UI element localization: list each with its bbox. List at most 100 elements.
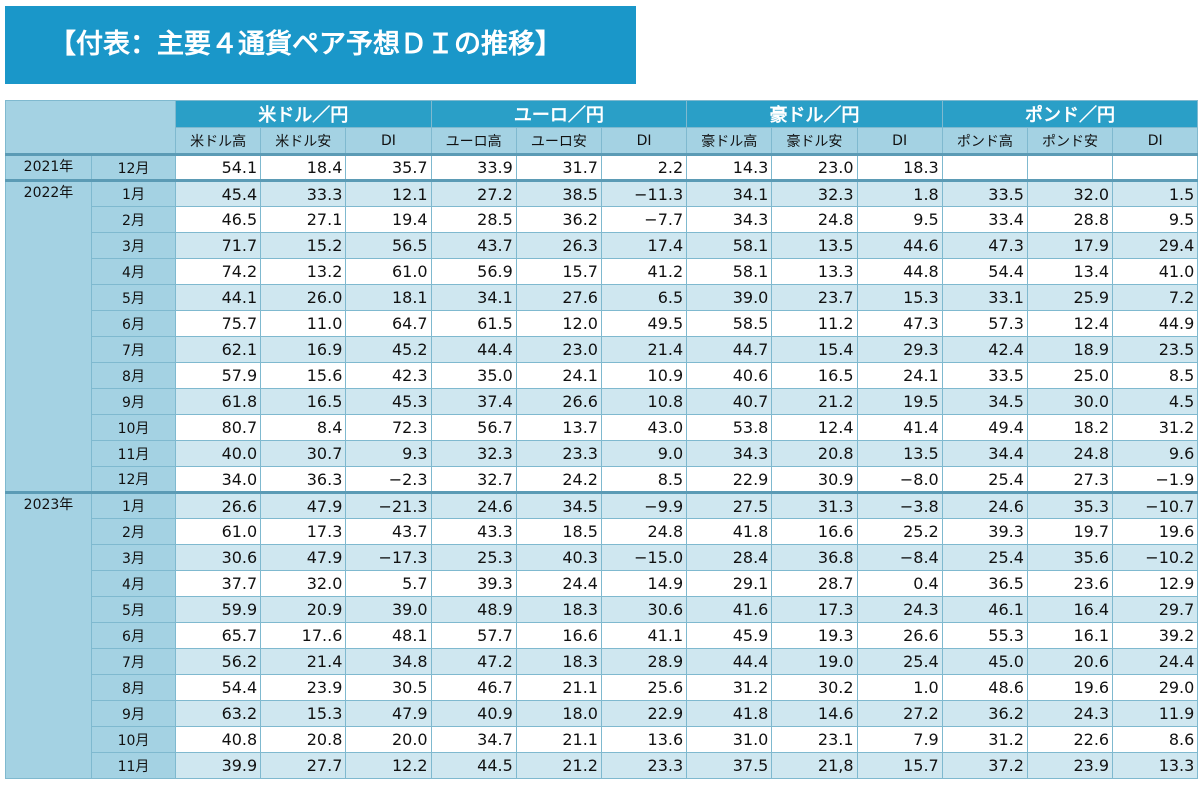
value-cell: 34.1 — [430, 284, 517, 311]
value-cell: 36.5 — [941, 570, 1028, 597]
value-cell: 37.2 — [941, 752, 1028, 779]
value-cell: 59.9 — [174, 596, 262, 623]
value-cell: 61.0 — [345, 258, 432, 285]
value-cell: 35.7 — [345, 153, 432, 181]
value-cell: 34.4 — [941, 440, 1028, 467]
col-header: ユーロ高 — [430, 127, 517, 155]
value-cell: 16.5 — [771, 362, 858, 389]
value-cell: 47.3 — [941, 232, 1028, 259]
table-row: 2021年 12月 54.1 18.4 35.7 33.9 31.7 2.2 14.3 23.0 1… — [5, 153, 1199, 181]
value-cell: 47.3 — [856, 310, 943, 337]
value-cell: 41.2 — [600, 258, 688, 285]
value-cell: 45.9 — [686, 622, 773, 649]
value-cell: 71.7 — [174, 232, 262, 259]
value-cell: 53.8 — [686, 414, 773, 441]
currency-header-row: 米ドル／円 ユーロ／円 豪ドル／円 ポンド／円 — [5, 100, 1199, 155]
value-cell: 63.2 — [174, 700, 262, 727]
value-cell: 13.6 — [600, 726, 688, 753]
value-cell: 9.5 — [856, 206, 943, 233]
value-cell: 40.9 — [430, 700, 517, 727]
value-cell: 57.9 — [174, 362, 262, 389]
value-cell: 30.9 — [771, 466, 858, 493]
value-cell: 46.5 — [174, 206, 262, 233]
value-cell: 23.0 — [515, 336, 602, 363]
value-cell: −7.7 — [600, 206, 688, 233]
sub-header-row: 米ドル高 米ドル安 DI ユーロ高 ユーロ安 DI 豪ドル高 豪ドル安 DI ポ… — [6, 127, 1199, 155]
col-header: DI — [1112, 127, 1199, 155]
value-cell: 7.9 — [856, 726, 943, 753]
col-header: 米ドル高 — [174, 127, 262, 155]
value-cell: 22.6 — [1026, 726, 1114, 753]
col-header: DI — [600, 127, 688, 155]
value-cell: 31.2 — [1112, 414, 1199, 441]
value-cell: 33.9 — [430, 153, 517, 181]
value-cell: 10.8 — [600, 388, 688, 415]
value-cell: 64.7 — [345, 310, 432, 337]
value-cell: 27.2 — [856, 700, 943, 727]
value-cell: 12.4 — [771, 414, 858, 441]
value-cell: 30.6 — [600, 596, 688, 623]
value-cell: 25.6 — [600, 674, 688, 701]
value-cell: 34.8 — [345, 648, 432, 675]
value-cell: 74.2 — [174, 258, 262, 285]
value-cell: 15.6 — [260, 362, 347, 389]
value-cell: 25.4 — [941, 544, 1028, 571]
value-cell: 11.2 — [771, 310, 858, 337]
value-cell: 45.3 — [345, 388, 432, 415]
month-cell: 7月 — [91, 648, 176, 675]
value-cell: 24.2 — [515, 466, 602, 493]
value-cell: 44.1 — [174, 284, 262, 311]
value-cell: 48.1 — [345, 622, 432, 649]
year-cell: 2021年 — [5, 153, 92, 181]
month-cell: 10月 — [91, 414, 176, 441]
value-cell: 13.7 — [515, 414, 602, 441]
table-row: 9月 61.8 16.5 45.3 37.4 26.6 10.8 40.7 21.2 19.5 34… — [6, 388, 1199, 415]
table-row: 2月 61.0 17.3 43.7 43.3 18.5 24.8 41.8 16.6 25.2 39… — [6, 518, 1199, 545]
value-cell: 44.4 — [430, 336, 517, 363]
value-cell: 20.6 — [1026, 648, 1114, 675]
value-cell: 16.9 — [260, 336, 347, 363]
value-cell: 61.8 — [174, 388, 262, 415]
value-cell: 32.3 — [430, 440, 517, 467]
value-cell: 43.7 — [345, 518, 432, 545]
value-cell: −21.3 — [345, 491, 432, 519]
value-cell: 18.9 — [1026, 336, 1114, 363]
value-cell: 34.0 — [174, 466, 262, 493]
value-cell: −9.9 — [600, 491, 688, 519]
value-cell: 8.5 — [600, 466, 688, 493]
value-cell: −8.4 — [856, 544, 943, 571]
value-cell: 29.0 — [1112, 674, 1199, 701]
value-cell: 58.1 — [686, 258, 773, 285]
value-cell: 24.4 — [1112, 648, 1199, 675]
value-cell: 16.6 — [771, 518, 858, 545]
month-cell: 11月 — [91, 440, 176, 467]
value-cell: 1.0 — [856, 674, 943, 701]
value-cell: 21.4 — [260, 648, 347, 675]
value-cell: 41.6 — [686, 596, 773, 623]
value-cell — [1026, 153, 1114, 181]
value-cell: 45.4 — [174, 179, 262, 207]
value-cell: 24.6 — [941, 491, 1028, 519]
value-cell: 10.9 — [600, 362, 688, 389]
value-cell: 42.3 — [345, 362, 432, 389]
value-cell: 44.9 — [1112, 310, 1199, 337]
value-cell: 31.7 — [515, 153, 602, 181]
value-cell: 24.1 — [856, 362, 943, 389]
value-cell: 55.3 — [941, 622, 1028, 649]
value-cell: 18.3 — [515, 596, 602, 623]
value-cell: 26.6 — [515, 388, 602, 415]
value-cell: 13.5 — [771, 232, 858, 259]
value-cell: 27.1 — [260, 206, 347, 233]
value-cell: 20.0 — [345, 726, 432, 753]
value-cell — [1112, 153, 1199, 181]
value-cell: 34.7 — [430, 726, 517, 753]
di-table: 米ドル／円 ユーロ／円 豪ドル／円 ポンド／円 米ドル高 米ドル安 DI ユーロ… — [5, 100, 1199, 779]
month-cell: 2月 — [91, 518, 176, 545]
month-cell: 9月 — [91, 700, 176, 727]
value-cell: 32.7 — [430, 466, 517, 493]
value-cell: 20.8 — [771, 440, 858, 467]
col-header: DI — [856, 127, 943, 155]
value-cell: 19.3 — [771, 622, 858, 649]
value-cell: 22.9 — [600, 700, 688, 727]
value-cell: 1.8 — [856, 179, 943, 207]
